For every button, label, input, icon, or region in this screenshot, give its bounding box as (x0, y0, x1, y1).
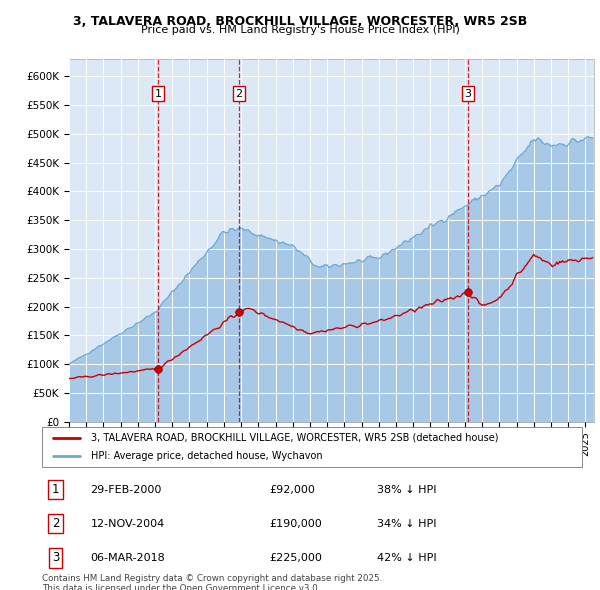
Text: 1: 1 (52, 483, 59, 496)
Text: £225,000: £225,000 (269, 553, 322, 563)
Text: 3: 3 (464, 88, 472, 99)
Text: Contains HM Land Registry data © Crown copyright and database right 2025.
This d: Contains HM Land Registry data © Crown c… (42, 574, 382, 590)
Text: Price paid vs. HM Land Registry's House Price Index (HPI): Price paid vs. HM Land Registry's House … (140, 25, 460, 35)
Text: 38% ↓ HPI: 38% ↓ HPI (377, 484, 436, 494)
Text: £190,000: £190,000 (269, 519, 322, 529)
Text: 12-NOV-2004: 12-NOV-2004 (91, 519, 165, 529)
Text: 1: 1 (154, 88, 161, 99)
Text: £92,000: £92,000 (269, 484, 314, 494)
Text: 29-FEB-2000: 29-FEB-2000 (91, 484, 162, 494)
Text: 06-MAR-2018: 06-MAR-2018 (91, 553, 166, 563)
Text: 3: 3 (52, 551, 59, 564)
Text: HPI: Average price, detached house, Wychavon: HPI: Average price, detached house, Wych… (91, 451, 322, 461)
Text: 2: 2 (235, 88, 242, 99)
Text: 3, TALAVERA ROAD, BROCKHILL VILLAGE, WORCESTER, WR5 2SB: 3, TALAVERA ROAD, BROCKHILL VILLAGE, WOR… (73, 15, 527, 28)
FancyBboxPatch shape (42, 427, 582, 467)
Text: 2: 2 (52, 517, 59, 530)
Text: 42% ↓ HPI: 42% ↓ HPI (377, 553, 436, 563)
Text: 34% ↓ HPI: 34% ↓ HPI (377, 519, 436, 529)
Text: 3, TALAVERA ROAD, BROCKHILL VILLAGE, WORCESTER, WR5 2SB (detached house): 3, TALAVERA ROAD, BROCKHILL VILLAGE, WOR… (91, 433, 498, 443)
